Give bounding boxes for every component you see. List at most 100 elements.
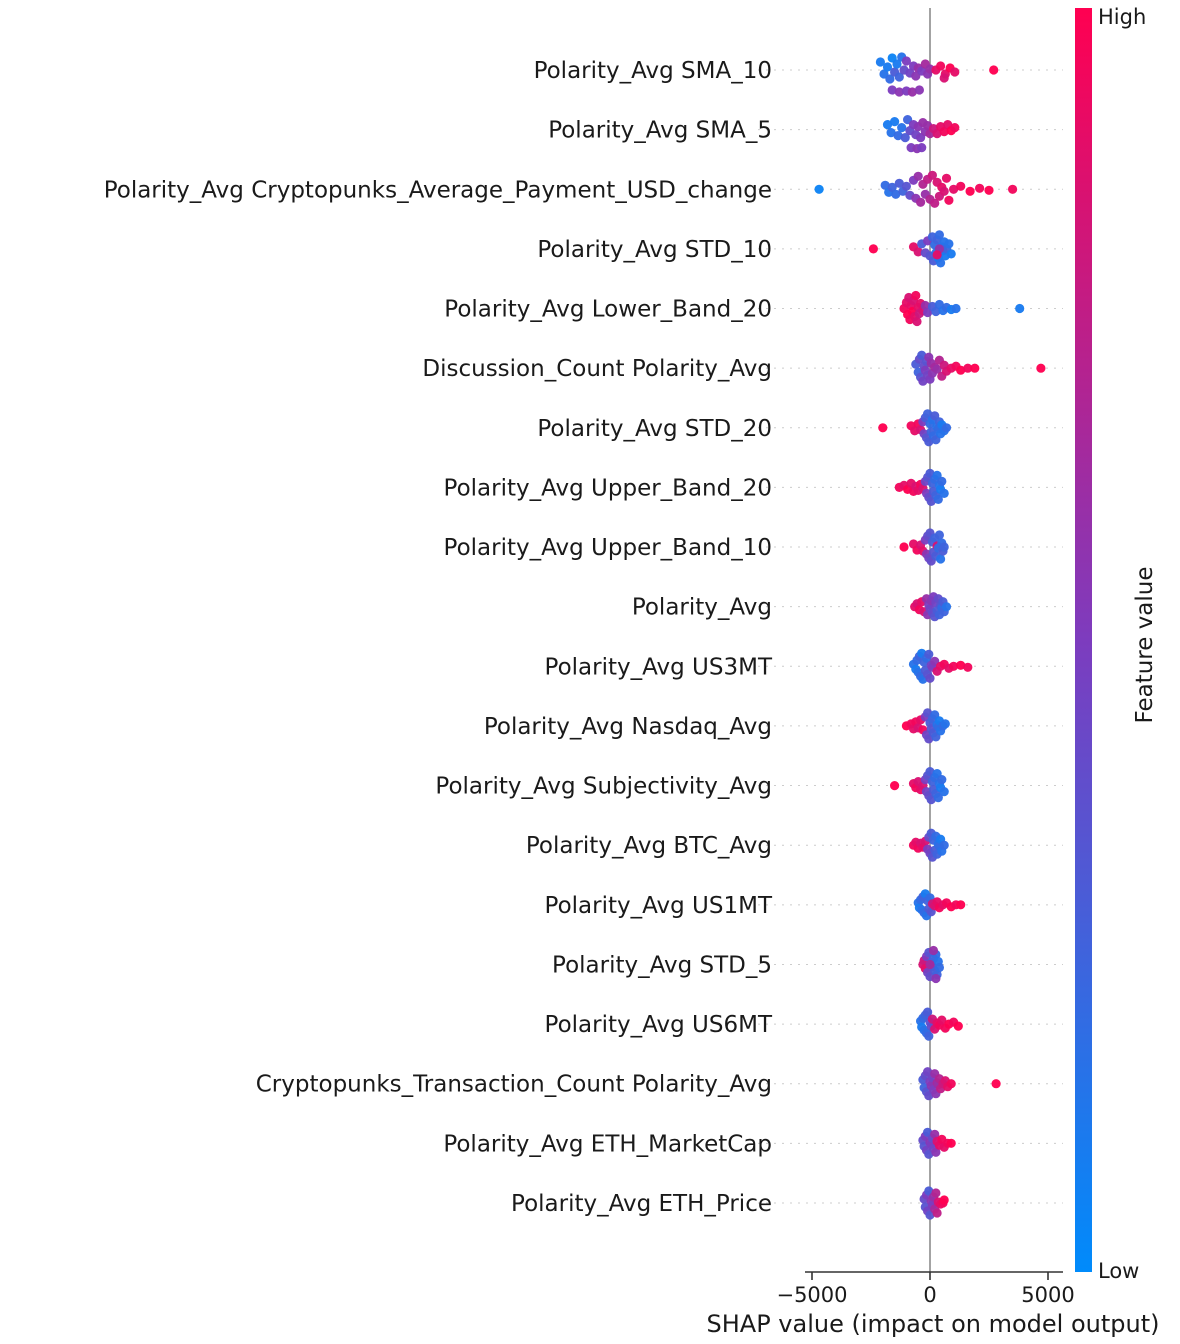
scatter-point (939, 1195, 949, 1205)
scatter-point (936, 61, 946, 71)
x-ticks: −5000 0 5000 (776, 1272, 1075, 1307)
scatter-point (882, 120, 893, 130)
scatter-point (1015, 303, 1025, 314)
colorbar-low-label: Low (1098, 1259, 1139, 1283)
scatter-point (892, 59, 902, 69)
scatter-point (965, 186, 975, 196)
scatter-point (875, 57, 886, 67)
scatter-point (916, 197, 926, 207)
scatter-point (949, 184, 959, 194)
scatter-point (934, 530, 945, 540)
scatter-point (946, 1079, 956, 1089)
feature-label: Cryptopunks_Transaction_Count Polarity_A… (256, 1072, 772, 1098)
scatter-point (882, 62, 893, 72)
scatter-point (934, 962, 945, 973)
feature-label: Polarity_Avg STD_5 (552, 952, 772, 978)
scatter-point (939, 186, 949, 196)
scatter-point (900, 133, 910, 143)
scatter-point (890, 117, 900, 127)
scatter-point (931, 973, 941, 984)
feature-label: Polarity_Avg SMA_5 (548, 118, 772, 144)
scatter-point (934, 230, 945, 240)
scatter-point (939, 840, 949, 850)
scatter-point (928, 945, 939, 956)
scatter-point (885, 74, 895, 84)
feature-label: Polarity_Avg (632, 595, 772, 621)
scatter-point (924, 1031, 934, 1041)
x-tick-label: 0 (923, 1283, 936, 1307)
scatter-point (899, 542, 909, 552)
feature-labels: Polarity_Avg SMA_10 Polarity_Avg SMA_5 Pol… (104, 58, 773, 1217)
scatter-point (932, 250, 942, 260)
scatter-point (946, 249, 956, 259)
scatter-point (887, 85, 897, 95)
feature-label: Polarity_Avg ETH_Price (511, 1191, 772, 1217)
scatter-point (913, 171, 923, 181)
scatter-point (937, 476, 947, 486)
scatter-point (868, 244, 879, 254)
scatter-point (1008, 184, 1018, 194)
colorbar-gradient (1075, 8, 1092, 1272)
scatter-point (963, 363, 973, 373)
scatter-point (894, 72, 904, 82)
gridlines (758, 69, 1063, 1204)
feature-label: Polarity_Avg US6MT (545, 1012, 773, 1038)
scatter-point (932, 364, 942, 374)
scatter-point (891, 189, 901, 199)
scatter-point (953, 1021, 963, 1031)
scatter-point (901, 181, 912, 191)
scatter-point (991, 1079, 1001, 1089)
scatter-point (893, 131, 903, 141)
feature-label: Polarity_Avg BTC_Avg (526, 833, 772, 859)
scatter-point (913, 247, 923, 257)
feature-label: Polarity_Avg STD_10 (537, 237, 772, 263)
feature-label: Polarity_Avg Cryptopunks_Average_Payment… (104, 177, 772, 203)
colorbar: High Low Feature value (1075, 5, 1158, 1283)
scatter-point (878, 423, 888, 433)
feature-label: Discussion_Count Polarity_Avg (422, 356, 772, 382)
scatter-point (941, 423, 952, 433)
scatter-point (963, 662, 973, 672)
scatter-point (932, 1208, 942, 1218)
scatter-point (946, 1138, 956, 1148)
feature-label: Polarity_Avg US3MT (545, 654, 773, 680)
scatter-point (894, 87, 904, 97)
scatter-point (931, 1188, 941, 1198)
scatter-point (933, 494, 943, 504)
scatter-point (939, 488, 949, 498)
scatter-point (956, 365, 966, 375)
colorbar-high-label: High (1098, 5, 1146, 29)
feature-label: Polarity_Avg Nasdaq_Avg (484, 714, 772, 740)
scatter-point (984, 185, 994, 195)
scatter-point (925, 673, 935, 683)
scatter-point (940, 719, 950, 729)
scatter-point (924, 649, 934, 659)
scatter-point (911, 290, 921, 301)
x-tick-label: 5000 (1021, 1283, 1074, 1307)
scatter-point (933, 793, 943, 803)
scatter-point (950, 123, 960, 133)
scatter-point (930, 1129, 940, 1139)
scatter-point (901, 56, 912, 66)
scatter-point (941, 173, 952, 183)
scatter-point (989, 65, 999, 75)
x-axis-label: SHAP value (impact on model output) (707, 1310, 1160, 1338)
scatter-point (970, 363, 980, 373)
feature-label: Polarity_Avg Lower_Band_20 (444, 297, 772, 323)
x-axis: −5000 0 5000 (776, 1271, 1075, 1307)
scatter-point (907, 87, 917, 97)
scatter-point (886, 128, 896, 138)
scatter-point (951, 303, 961, 314)
x-tick-label: −5000 (776, 1283, 847, 1307)
colorbar-title: Feature value (1132, 566, 1158, 723)
feature-label: Polarity_Avg SMA_10 (534, 58, 772, 84)
scatter-point (936, 554, 946, 564)
feature-label: Polarity_Avg Upper_Band_20 (444, 475, 772, 501)
scatter-point (917, 143, 927, 153)
scatter-point (1036, 363, 1046, 373)
scatter-point (949, 661, 959, 671)
scatter-point (950, 67, 960, 77)
scatter-point (944, 239, 954, 249)
scatter-point (923, 1007, 933, 1017)
